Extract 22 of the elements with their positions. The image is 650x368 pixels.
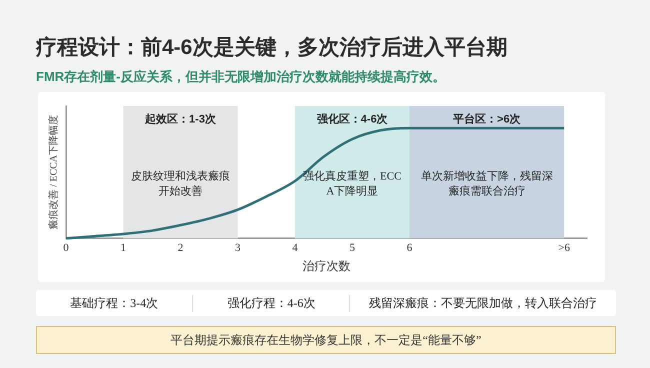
text: 强化疗程：4-6次 — [192, 294, 350, 312]
x-tick-label: 3 — [235, 242, 242, 254]
band-label: 强化区：4-6次 — [316, 112, 389, 126]
x-tick-label: 0 — [63, 242, 70, 254]
y-axis-title: 瘢痕改善 / ECCA下降幅度 — [48, 114, 60, 230]
x-axis-title: 治疗次数 — [302, 259, 350, 274]
text: 平台期提示瘢痕存在生物学修复上限，不一定是“能量不够” — [36, 326, 616, 354]
band-label: 起效区：1-3次 — [144, 112, 217, 126]
x-tick-label: >6 — [558, 242, 570, 254]
annotation: 皮肤纹理和浅表瘢痕开始改善 — [131, 170, 230, 198]
chart-subtitle: FMR存在剂量-反应关系，但并非无限增加治疗次数就能持续提高疗效。 — [36, 68, 446, 86]
annotation: 强化真皮重塑，ECCA下降明显 — [303, 170, 402, 198]
x-tick-label: 5 — [350, 242, 356, 254]
text: 基础疗程：3-4次 — [69, 294, 160, 312]
x-tick-label: 1 — [120, 242, 126, 254]
x-tick-label: 6 — [406, 242, 413, 254]
annotation: 单次新增收益下降，残留深瘢痕需联合治疗 — [420, 170, 553, 198]
chart-title: 疗程设计：前4-6次是关键，多次治疗后进入平台期 — [36, 35, 508, 61]
text: 残留深瘢痕：不要无限加做，转入联合治疗 — [349, 294, 616, 312]
x-tick-label: 2 — [178, 242, 184, 254]
band-label: 平台区：>6次 — [452, 112, 522, 126]
x-tick-label: 4 — [292, 242, 298, 254]
